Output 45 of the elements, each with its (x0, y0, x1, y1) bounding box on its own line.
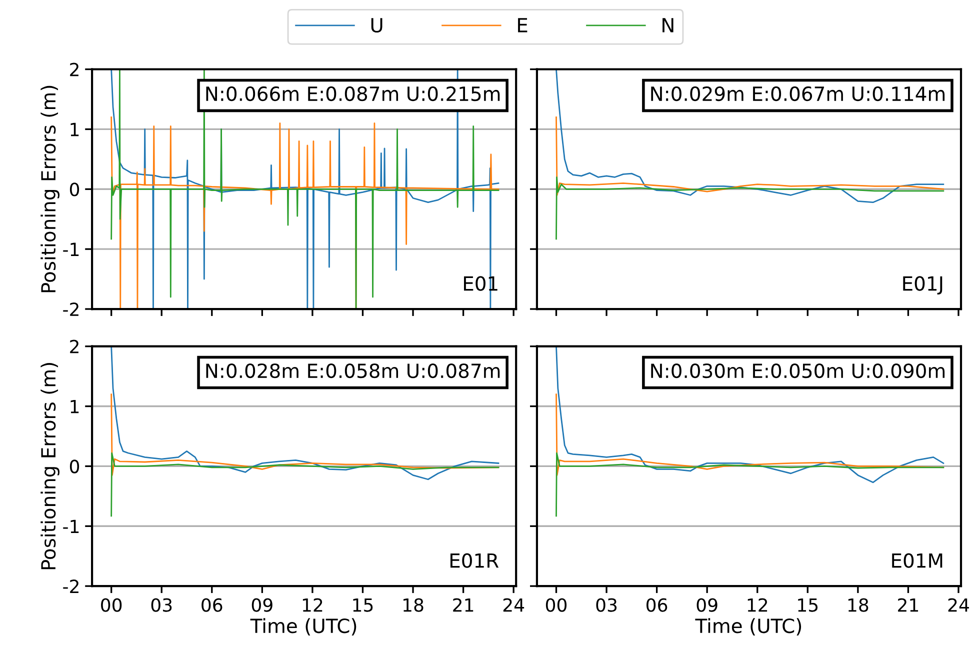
y-axis-title: Positioning Errors (m) (40, 362, 60, 570)
x-axis-title: Time (UTC) (695, 618, 802, 636)
x-tick-label: 18 (404, 598, 424, 612)
x-tick-label: 12 (302, 598, 322, 612)
legend-label: N (662, 18, 674, 32)
x-tick-label: 21 (898, 598, 918, 612)
annotation: E01R (450, 553, 499, 568)
x-tick-label: 09 (696, 598, 718, 612)
y-tick-label: 1 (70, 122, 79, 136)
annotation: N:0.030m E:0.050m U:0.090m (651, 363, 945, 378)
annotation: E01J (903, 276, 942, 294)
y-axis-title: Positioning Errors (m) (40, 86, 60, 292)
y-tick-label: 0 (70, 182, 80, 196)
x-tick-label: 06 (202, 598, 222, 612)
x-tick-label: 09 (252, 598, 272, 612)
x-tick-label: 24 (503, 598, 524, 612)
x-tick-label: 15 (798, 598, 818, 612)
x-tick-label: 18 (848, 598, 868, 612)
x-axis-title: Time (UTC) (250, 618, 356, 636)
x-tick-label: 06 (646, 598, 668, 612)
y-tick-label: -2 (63, 302, 78, 316)
x-tick-label: 15 (353, 598, 373, 612)
line-series (110, 452, 500, 517)
x-tick-label: 12 (748, 598, 768, 612)
x-tick-label: 03 (596, 598, 617, 612)
y-tick-label: -1 (63, 242, 79, 256)
x-tick-label: 00 (546, 598, 567, 612)
annotation: E01M (892, 553, 942, 568)
legend-label: E (518, 18, 528, 32)
y-tick-label: -1 (63, 520, 79, 533)
y-tick-label: 2 (70, 340, 78, 354)
line-series (110, 346, 500, 480)
x-tick-label: 21 (453, 598, 474, 612)
annotation: N:0.028m E:0.058m U:0.087m (206, 363, 500, 378)
y-tick-label: -2 (63, 580, 78, 593)
x-tick-label: 00 (101, 598, 122, 612)
annotation: N:0.066m E:0.087m U:0.215m (206, 86, 500, 102)
annotation: N:0.029m E:0.067m U:0.114m (651, 86, 945, 102)
y-tick-label: 1 (70, 400, 79, 414)
x-tick-label: 24 (948, 598, 969, 612)
line-series (110, 69, 500, 310)
y-tick-label: 2 (70, 62, 78, 76)
x-tick-label: 03 (151, 598, 172, 612)
y-tick-label: 0 (70, 460, 80, 474)
legend-label: U (371, 18, 382, 33)
